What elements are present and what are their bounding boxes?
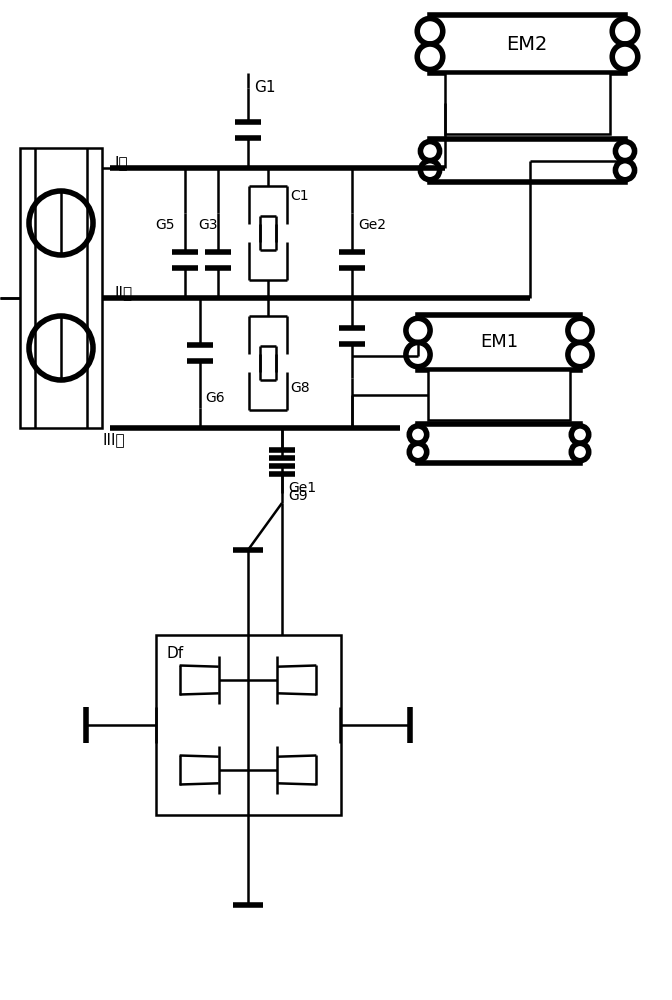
Text: C1: C1 <box>290 189 308 203</box>
Text: G6: G6 <box>205 391 224 405</box>
Text: Ge2: Ge2 <box>358 218 386 232</box>
Circle shape <box>409 426 427 443</box>
Text: G8: G8 <box>290 381 310 395</box>
Text: II轴: II轴 <box>115 286 133 300</box>
Text: G1: G1 <box>254 81 276 96</box>
Text: Df: Df <box>166 646 183 660</box>
Circle shape <box>409 443 427 461</box>
Text: III轴: III轴 <box>103 432 126 448</box>
Circle shape <box>568 318 592 342</box>
Circle shape <box>616 161 634 180</box>
Bar <box>430 139 625 182</box>
Bar <box>430 15 625 73</box>
Bar <box>418 424 580 463</box>
Text: I轴: I轴 <box>115 155 128 170</box>
Circle shape <box>421 142 439 161</box>
Text: G3: G3 <box>198 218 218 232</box>
Circle shape <box>612 44 638 70</box>
Bar <box>418 315 580 370</box>
Circle shape <box>612 18 638 44</box>
Circle shape <box>616 142 634 161</box>
Text: G9: G9 <box>288 489 308 503</box>
Text: EM1: EM1 <box>480 333 518 351</box>
Circle shape <box>571 443 589 461</box>
Text: G5: G5 <box>155 218 175 232</box>
Bar <box>428 370 570 420</box>
Circle shape <box>406 318 430 342</box>
Circle shape <box>406 342 430 367</box>
Circle shape <box>417 44 443 70</box>
Bar <box>156 635 341 815</box>
Bar <box>445 73 610 134</box>
Bar <box>20 148 102 428</box>
Circle shape <box>29 316 93 380</box>
Text: Ge1: Ge1 <box>288 481 316 495</box>
Circle shape <box>568 342 592 367</box>
Circle shape <box>421 161 439 180</box>
Text: EM2: EM2 <box>506 34 548 53</box>
Circle shape <box>417 18 443 44</box>
Circle shape <box>571 426 589 443</box>
Circle shape <box>29 191 93 255</box>
